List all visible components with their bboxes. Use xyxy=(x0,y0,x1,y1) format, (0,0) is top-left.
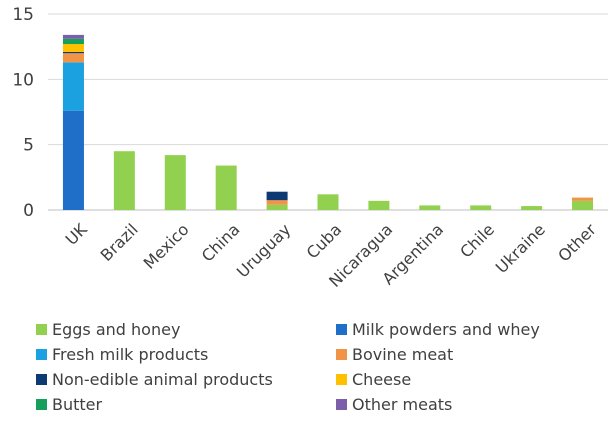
bar-segment-other-eggs-and-honey xyxy=(572,200,594,210)
x-tick-label-china: China xyxy=(198,220,244,266)
legend-swatch xyxy=(336,373,347,385)
legend-label: Bovine meat xyxy=(352,344,454,364)
legend-swatch xyxy=(36,348,47,360)
legend-item: Butter xyxy=(36,393,102,415)
bar-segment-uk-butter xyxy=(62,38,84,45)
legend-swatch xyxy=(36,373,47,385)
bar-segment-uk-bovine-meat xyxy=(62,53,84,63)
legend-swatch xyxy=(36,323,47,335)
legend-label: Milk powders and whey xyxy=(352,319,540,339)
bar-segment-uruguay-eggs-and-honey xyxy=(266,204,288,210)
legend-item: Non-edible animal products xyxy=(36,368,273,390)
legend-label: Non-edible animal products xyxy=(52,369,273,389)
y-tick-label: 0 xyxy=(23,201,34,221)
legend-label: Fresh milk products xyxy=(52,344,209,364)
bar-segment-uruguay-bovine-meat xyxy=(266,200,288,205)
x-tick-label-cuba: Cuba xyxy=(303,220,346,263)
x-tick-label-chile: Chile xyxy=(456,220,498,262)
x-tick-label-ukraine: Ukraine xyxy=(492,220,549,277)
bar-segment-chile-eggs-and-honey xyxy=(470,205,492,210)
bar-segment-uruguay-non-edible-animal-products xyxy=(266,191,288,201)
legend-item: Milk powders and whey xyxy=(336,318,540,340)
legend-label: Eggs and honey xyxy=(52,319,181,339)
legend-item: Bovine meat xyxy=(336,343,453,365)
bar-segment-uk-non-edible-animal-products xyxy=(62,51,84,54)
bar-segment-argentina-eggs-and-honey xyxy=(419,205,441,210)
x-tick-label-uk: UK xyxy=(62,220,91,249)
bar-segment-other-bovine-meat xyxy=(572,197,594,201)
bar-segment-brazil-eggs-and-honey xyxy=(113,151,135,210)
legend-item: Eggs and honey xyxy=(36,318,180,340)
bar-segment-nicaragua-eggs-and-honey xyxy=(368,200,390,210)
x-tick-label-uruguay: Uruguay xyxy=(233,220,295,282)
legend-label: Other meats xyxy=(352,394,453,414)
x-tick-label-brazil: Brazil xyxy=(97,220,142,265)
y-tick-label: 10 xyxy=(12,70,34,90)
legend-item: Other meats xyxy=(336,393,452,415)
legend-swatch xyxy=(36,398,47,410)
legend-item: Fresh milk products xyxy=(36,343,208,365)
bar-segment-uk-other-meats xyxy=(62,34,84,39)
y-tick-label: 5 xyxy=(23,136,34,156)
legend-label: Cheese xyxy=(352,369,412,389)
bar-segment-china-eggs-and-honey xyxy=(215,165,237,210)
legend-item: Cheese xyxy=(336,368,411,390)
y-tick-label: 15 xyxy=(12,5,34,25)
bar-segment-uk-fresh-milk-products xyxy=(62,62,84,111)
bar-segment-cuba-eggs-and-honey xyxy=(317,194,339,210)
legend-swatch xyxy=(336,323,347,335)
x-tick-label-mexico: Mexico xyxy=(140,220,193,273)
legend-swatch xyxy=(336,348,347,360)
legend-label: Butter xyxy=(52,394,103,414)
x-tick-label-other: Other xyxy=(554,220,600,266)
legend-swatch xyxy=(336,398,347,410)
bar-segment-uk-cheese xyxy=(62,44,84,52)
bar-segment-ukraine-eggs-and-honey xyxy=(521,206,543,210)
bar-segment-uk-milk-powders-and-whey xyxy=(62,110,84,210)
bar-segment-mexico-eggs-and-honey xyxy=(164,155,186,210)
